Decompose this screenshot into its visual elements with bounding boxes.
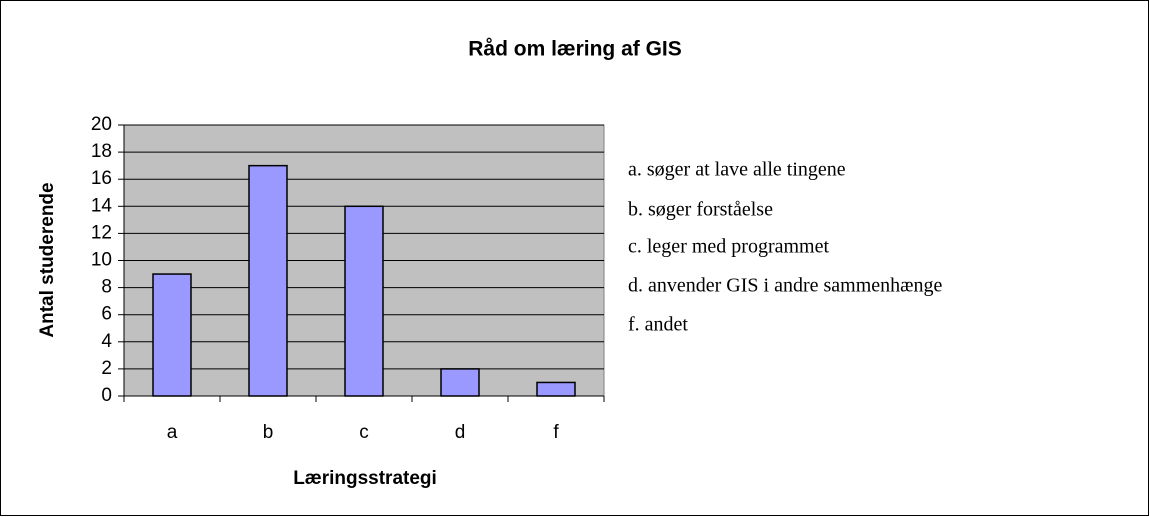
y-axis-label: Antal studerende bbox=[37, 182, 58, 337]
y-tick-label: 18 bbox=[91, 141, 112, 162]
y-tick-label: 10 bbox=[91, 250, 112, 271]
x-tick-label: f bbox=[553, 422, 559, 443]
y-tick-label: 14 bbox=[91, 195, 113, 216]
bar bbox=[152, 273, 192, 397]
chart-title: Råd om læring af GIS bbox=[468, 38, 682, 61]
y-tick-label: 16 bbox=[91, 168, 112, 189]
bar bbox=[344, 205, 384, 397]
y-tick-label: 6 bbox=[101, 304, 112, 325]
annotation: f. andet bbox=[628, 314, 688, 336]
x-tick-label: c bbox=[359, 422, 369, 443]
annotation: c. leger med programmet bbox=[628, 236, 829, 258]
bar bbox=[536, 381, 576, 397]
x-axis-label: Læringsstrategi bbox=[293, 468, 437, 489]
y-tick-label: 12 bbox=[91, 222, 112, 243]
annotation: a. søger at lave alle tingene bbox=[628, 159, 846, 181]
y-tick-label: 2 bbox=[101, 358, 112, 379]
y-tick-label: 20 bbox=[91, 114, 112, 135]
x-tick-label: a bbox=[167, 422, 178, 443]
annotation: b. søger forståelse bbox=[628, 199, 773, 221]
annotation: d. anvender GIS i andre sammenhænge bbox=[628, 275, 942, 297]
y-tick-label: 8 bbox=[101, 277, 112, 298]
y-tick-label: 0 bbox=[101, 385, 112, 406]
x-tick-label: b bbox=[263, 422, 274, 443]
bar bbox=[248, 164, 288, 397]
y-tick-label: 4 bbox=[101, 331, 112, 352]
x-tick-label: d bbox=[455, 422, 466, 443]
bar bbox=[440, 368, 480, 397]
